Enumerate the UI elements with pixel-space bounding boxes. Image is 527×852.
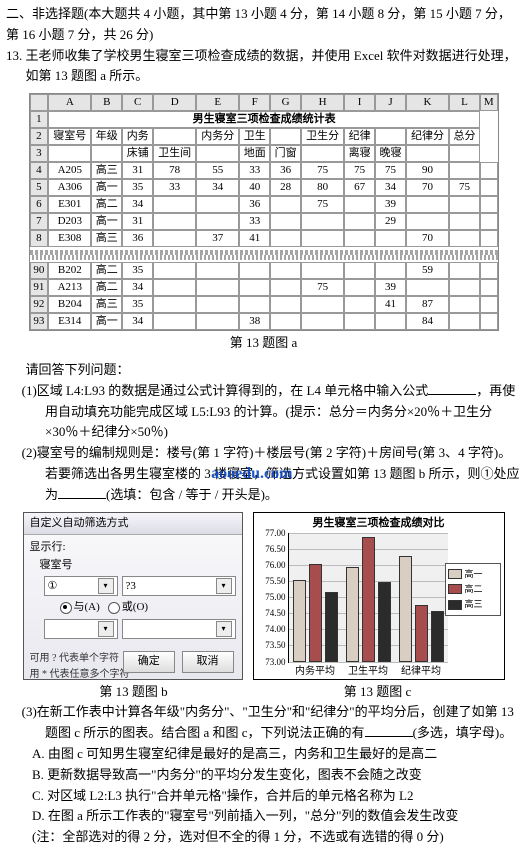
chevron-down-icon[interactable]: ▾: [216, 621, 232, 637]
condition-combo-2[interactable]: ▾: [44, 619, 118, 639]
blank-3[interactable]: [365, 725, 413, 737]
option-d: D. 在图 a 所示工作表的"寝室号"列前插入一列，"总分"列的数值会发生改变: [6, 806, 521, 827]
value-combo-2[interactable]: ▾: [122, 619, 236, 639]
caption-c: 第 13 题图 c: [253, 682, 503, 703]
chart-legend: 高一高二高三: [445, 563, 501, 616]
blank-2[interactable]: [58, 487, 106, 499]
caption-a: 第 13 题图 a: [6, 333, 521, 354]
dialog-title: 自定义自动筛选方式: [24, 513, 242, 536]
torn-edge: [30, 250, 498, 260]
q2: (2)寝室号的编制规则是：楼号(第 1 字符)＋楼层号(第 2 字符)＋房间号(…: [6, 443, 521, 505]
blank-1[interactable]: [428, 383, 476, 395]
value-combo[interactable]: ?3▾: [122, 576, 236, 596]
q13-intro: 13. 王老师收集了学校男生寝室三项检查成绩的数据，并使用 Excel 软件对数…: [6, 46, 521, 88]
options: A. 由图 c 可知男生寝室纪律是最好的是高三，内务和卫生最好的是高二 B. 更…: [6, 744, 521, 848]
excel-table: ABCDEFGHIJKLM 1男生寝室三项检查成绩统计表 2寝室号年级内务内务分…: [29, 93, 499, 331]
option-a: A. 由图 c 可知男生寝室纪律是最好的是高三，内务和卫生最好的是高二: [6, 744, 521, 765]
filter-dialog: 自定义自动筛选方式 显示行: 寝室号 ①▾ ?3▾ 与(A) 或(O) ▾ ▾ …: [23, 512, 243, 680]
section-title: 二、非选择题(本大题共 4 小题，其中第 13 小题 4 分，第 14 小题 8…: [6, 4, 521, 46]
option-c: C. 对区域 L2:L3 执行"合并单元格"操作，合并后的单元格名称为 L2: [6, 786, 521, 807]
chevron-down-icon[interactable]: ▾: [216, 578, 232, 594]
scoring-note: (注：全部选对的得 2 分，选对但不全的得 1 分，不选或有选错的得 0 分): [6, 827, 521, 848]
radio-or[interactable]: 或(O): [108, 599, 148, 617]
bar-chart: 男生寝室三项检查成绩对比 77.0076.5076.0075.5075.0074…: [253, 512, 505, 680]
chevron-down-icon[interactable]: ▾: [98, 621, 114, 637]
q1: (1)区域 L4:L93 的数据是通过公式计算得到的，在 L4 单元格中输入公式…: [6, 381, 521, 443]
cancel-button[interactable]: 取消: [182, 651, 234, 673]
show-row-label: 显示行:: [30, 539, 236, 557]
radio-and[interactable]: 与(A): [60, 599, 100, 617]
q3: (3)在新工作表中计算各年级"内务分"、"卫生分"和"纪律分"的平均分后，创建了…: [6, 702, 521, 744]
chart-title: 男生寝室三项检查成绩对比: [254, 513, 504, 535]
option-b: B. 更新数据导致高一"内务分"的平均分发生变化，图表不会随之改变: [6, 765, 521, 786]
field-label: 寝室号: [30, 557, 236, 575]
ok-button[interactable]: 确定: [123, 651, 175, 673]
chevron-down-icon[interactable]: ▾: [98, 578, 114, 594]
question-prompt: 请回答下列问题：: [6, 360, 521, 381]
condition-combo[interactable]: ①▾: [44, 576, 118, 596]
